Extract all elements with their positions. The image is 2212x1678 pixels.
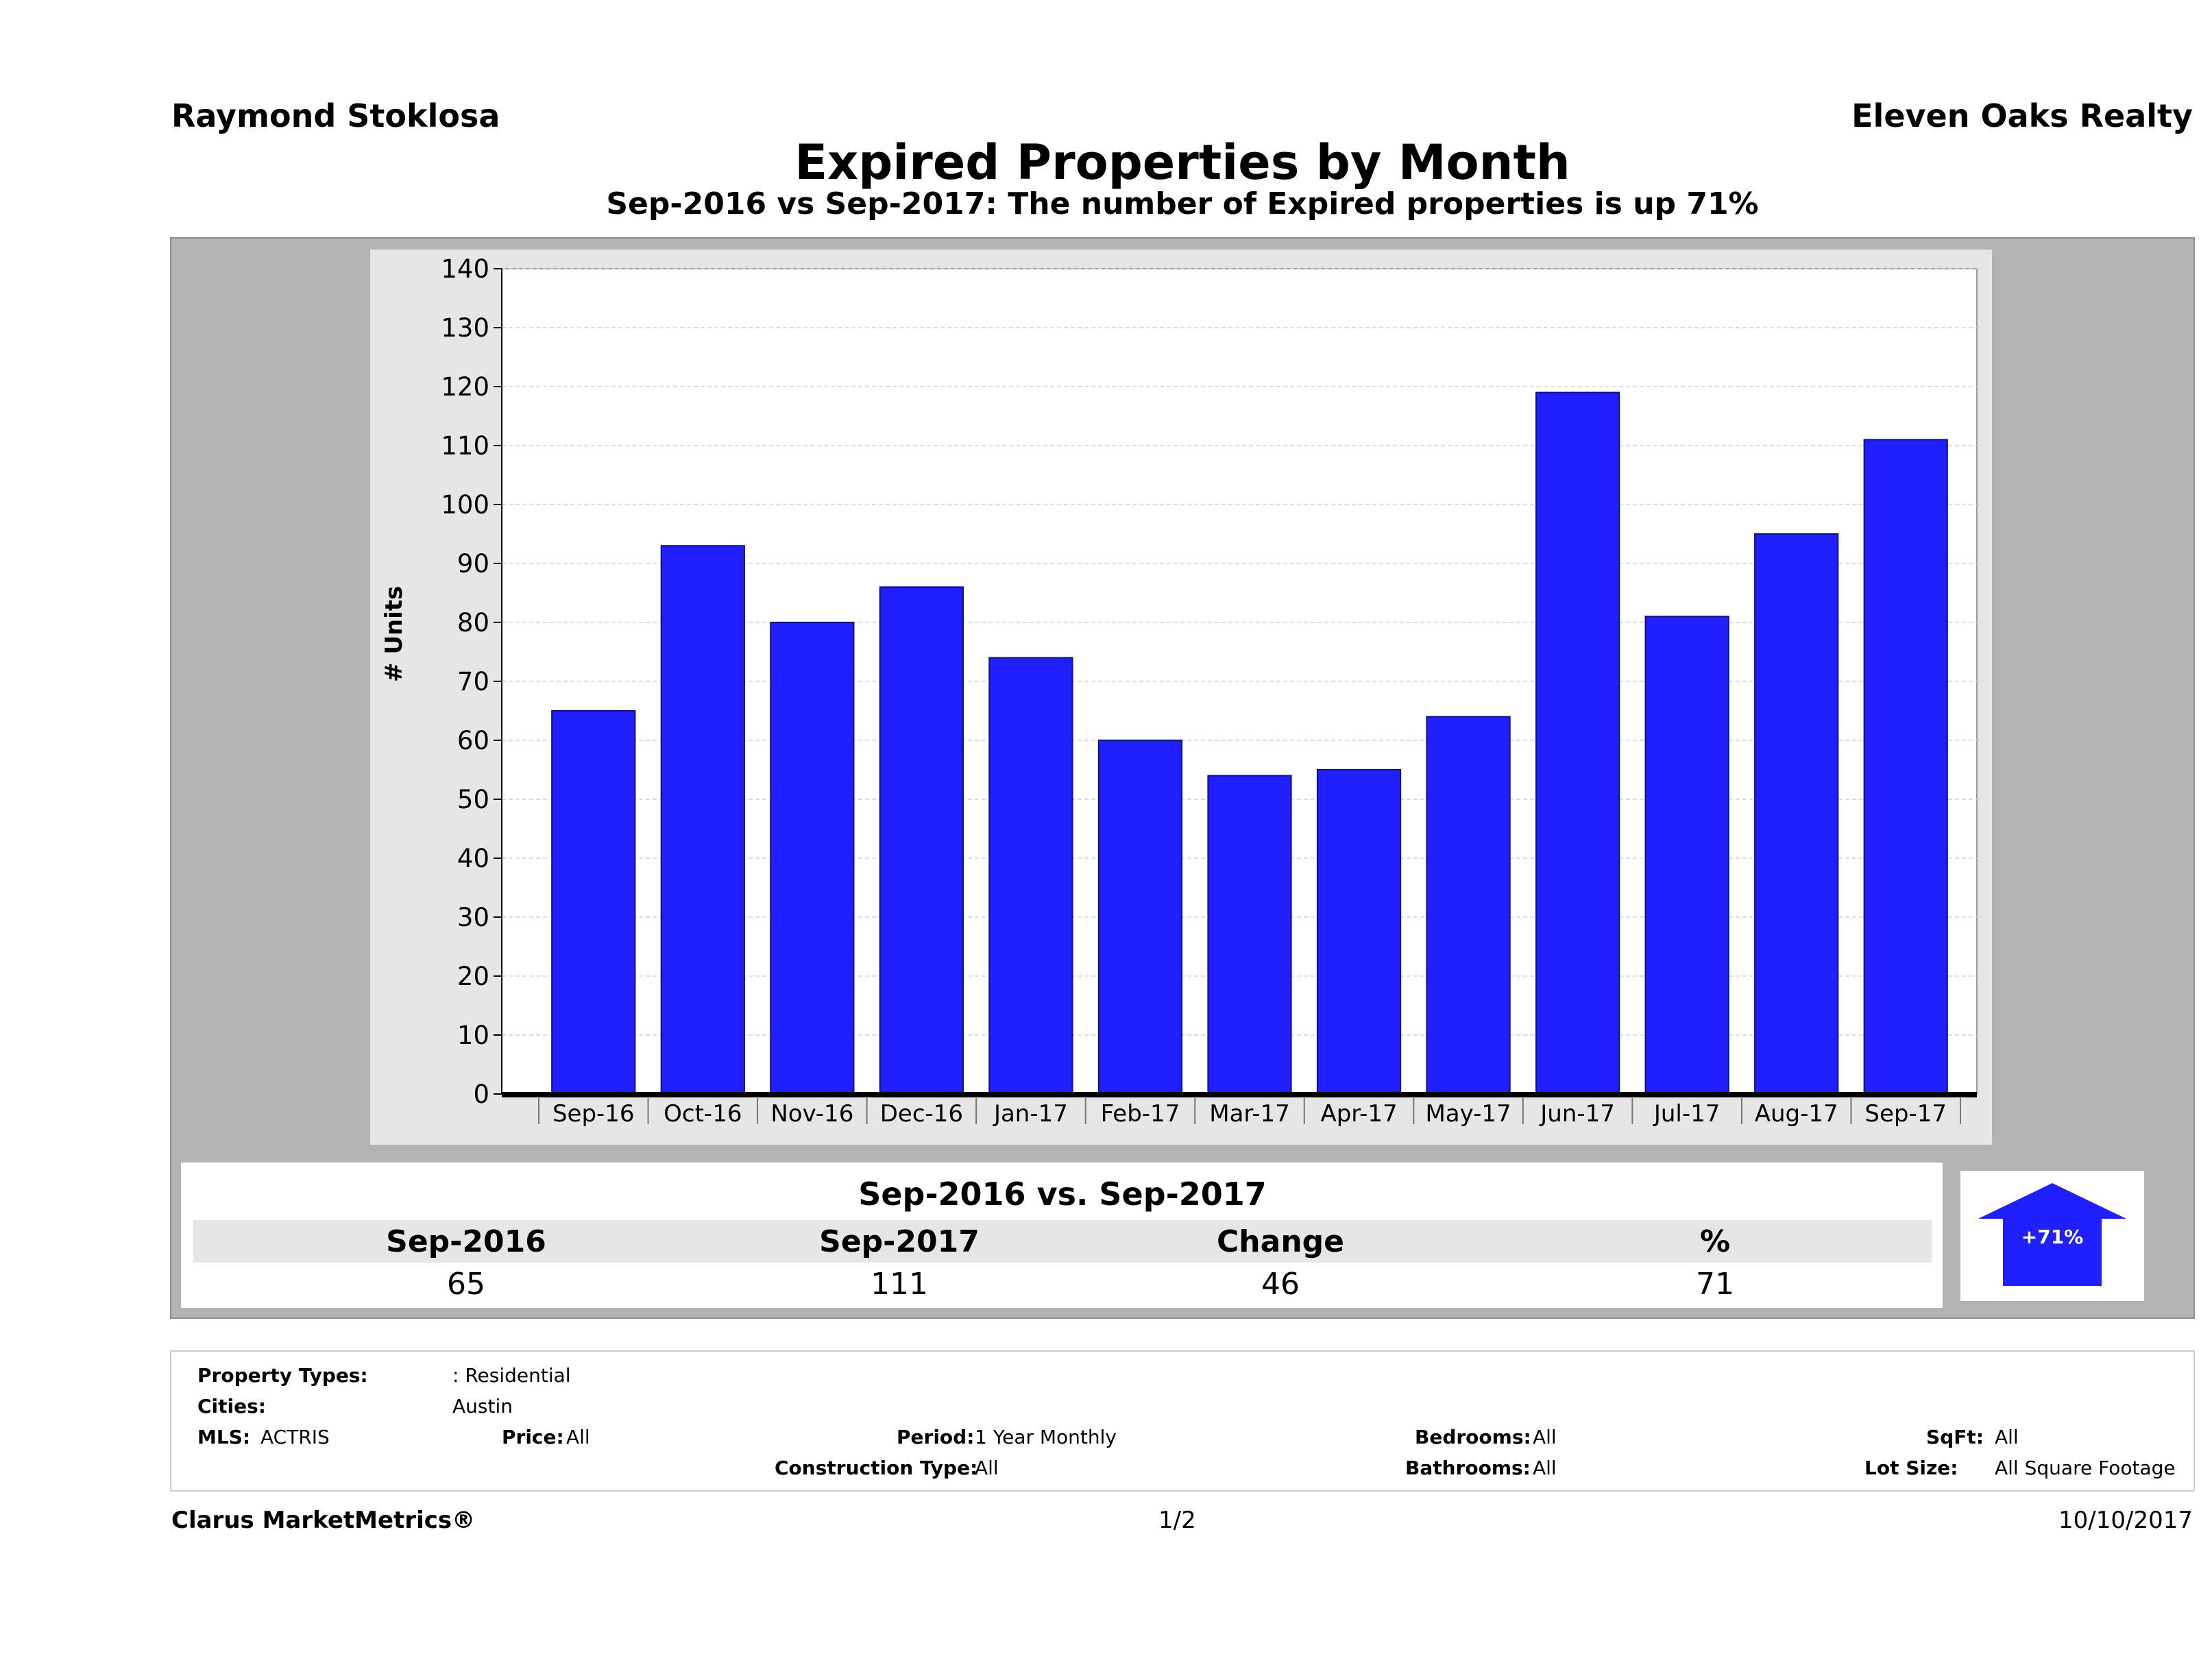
property-types-label: Property Types: [197, 1364, 368, 1387]
y-axis-label: # Units [380, 585, 408, 682]
comparison-heading: Sep-2016 vs. Sep-2017 [193, 1172, 1932, 1216]
bar-sep-17 [1863, 439, 1948, 1095]
bar-jul-17 [1644, 616, 1729, 1095]
bar-oct-16 [660, 545, 745, 1095]
price-label: Price: [502, 1426, 564, 1448]
cities-label: Cities: [197, 1395, 266, 1418]
search-criteria-panel: Property Types: : Residential Cities: Au… [170, 1350, 2195, 1492]
bedrooms-label: Bedrooms: [1415, 1426, 1531, 1448]
bar-jan-17 [988, 657, 1073, 1095]
footer-page-number: 1/2 [1158, 1507, 1196, 1534]
bar-feb-17 [1097, 740, 1183, 1095]
y-tick-label: 140 [441, 254, 489, 284]
price-value: All [566, 1426, 590, 1448]
lot-size-label: Lot Size: [1864, 1457, 1958, 1479]
bathrooms-value: All [1533, 1457, 1557, 1479]
comparison-value: 65 [447, 1267, 485, 1302]
y-tick-label: 80 [457, 608, 489, 637]
change-arrow-panel: +71% [1960, 1171, 2144, 1301]
x-tick-label: Feb-17 [1101, 1100, 1180, 1128]
x-tick-label: Jul-17 [1653, 1100, 1721, 1128]
comparison-col-label: Sep-2017 [819, 1224, 980, 1259]
property-types-value: : Residential [452, 1364, 571, 1387]
y-tick-label: 100 [441, 490, 489, 520]
bathrooms-label: Bathrooms: [1405, 1457, 1531, 1479]
lot-size-value: All Square Footage [1995, 1457, 2176, 1479]
comparison-value-row: 65 111 46 71 [193, 1265, 1932, 1304]
y-tick-label: 0 [473, 1080, 489, 1109]
bar-apr-17 [1316, 769, 1402, 1095]
chart-title: Expired Properties by Month [794, 134, 1570, 191]
y-tick-label: 70 [457, 667, 489, 696]
mls-value: ACTRIS [260, 1426, 330, 1448]
construction-type-value: All [975, 1457, 999, 1479]
y-tick-label: 10 [457, 1021, 489, 1050]
footer-date: 10/10/2017 [2058, 1507, 2193, 1534]
y-tick-label: 30 [457, 903, 489, 932]
x-tick-label: Sep-17 [1864, 1100, 1947, 1128]
chart-subtitle: Sep-2016 vs Sep-2017: The number of Expi… [606, 186, 1759, 221]
x-tick-label: May-17 [1425, 1100, 1511, 1128]
y-tick-label: 90 [457, 549, 489, 579]
period-value: 1 Year Monthly [975, 1426, 1117, 1448]
bar-mar-17 [1207, 775, 1292, 1095]
up-arrow-icon: +71% [1978, 1183, 2126, 1286]
x-tick-label: Nov-16 [770, 1100, 853, 1128]
comparison-value: 71 [1696, 1267, 1734, 1302]
y-tick-label: 120 [441, 372, 489, 402]
bedrooms-value: All [1533, 1426, 1557, 1448]
comparison-value: 46 [1261, 1267, 1300, 1302]
construction-type-label: Construction Type: [775, 1457, 978, 1479]
y-tick-label: 60 [457, 726, 489, 755]
change-badge-text: +71% [2021, 1226, 2083, 1248]
bar-aug-17 [1754, 533, 1839, 1095]
company-name: Eleven Oaks Realty [1851, 97, 2193, 134]
sqft-value: All [1995, 1426, 2019, 1448]
x-tick-label: Sep-16 [552, 1100, 635, 1128]
comparison-col-label: % [1699, 1224, 1731, 1259]
comparison-col-label: Sep-2016 [386, 1224, 546, 1259]
footer-brand: Clarus MarketMetrics® [171, 1507, 476, 1534]
x-tick-label: Jan-17 [993, 1100, 1068, 1128]
bar-chart: 0 10 20 30 40 50 60 70 80 90 100 110 120 130 140 Sep-16… [441, 254, 1978, 1128]
cities-value: Austin [452, 1395, 513, 1418]
x-tick-label: Mar-17 [1209, 1100, 1290, 1128]
comparison-label-row: Sep-2016 Sep-2017 Change % [193, 1220, 1932, 1263]
bar-nov-16 [770, 622, 855, 1095]
comparison-col-label: Change [1217, 1224, 1344, 1259]
mls-label: MLS: [197, 1426, 251, 1448]
y-tick-label: 50 [457, 785, 489, 814]
x-tick-label: Aug-17 [1755, 1100, 1838, 1128]
y-tick-label: 20 [457, 962, 489, 991]
bar-sep-16 [551, 710, 636, 1095]
y-tick-label: 40 [457, 844, 489, 873]
bar-jun-17 [1535, 391, 1620, 1095]
bar-may-17 [1426, 716, 1511, 1095]
x-tick-label: Oct-16 [664, 1100, 742, 1128]
comparison-value: 111 [871, 1267, 928, 1302]
bar-dec-16 [879, 586, 964, 1095]
period-label: Period: [897, 1426, 975, 1448]
y-tick-label: 130 [441, 313, 489, 343]
y-tick-label: 110 [441, 431, 489, 461]
x-tick-label: Apr-17 [1320, 1100, 1397, 1128]
x-axis-line [502, 1092, 1977, 1097]
x-tick-label: Dec-16 [880, 1100, 963, 1128]
agent-name: Raymond Stoklosa [171, 97, 500, 134]
sqft-label: SqFt: [1926, 1426, 1984, 1448]
x-tick-label: Jun-17 [1539, 1100, 1615, 1128]
